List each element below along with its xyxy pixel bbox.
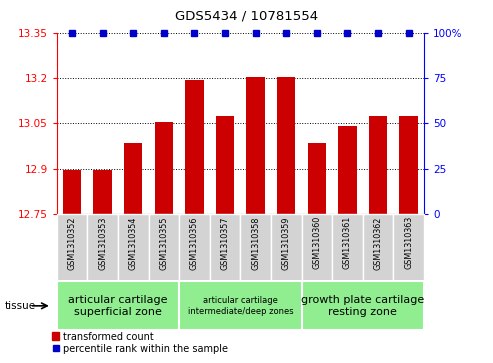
Bar bbox=[393, 214, 424, 281]
Bar bbox=[57, 214, 87, 281]
Text: GSM1310361: GSM1310361 bbox=[343, 216, 352, 269]
Bar bbox=[302, 214, 332, 281]
Bar bbox=[179, 214, 210, 281]
Text: articular cartilage
superficial zone: articular cartilage superficial zone bbox=[68, 295, 168, 317]
Bar bbox=[332, 214, 363, 281]
Text: GSM1310362: GSM1310362 bbox=[374, 216, 383, 270]
Text: GDS5434 / 10781554: GDS5434 / 10781554 bbox=[175, 9, 318, 22]
Text: GSM1310355: GSM1310355 bbox=[159, 216, 168, 270]
Bar bbox=[210, 214, 240, 281]
Bar bbox=[277, 77, 295, 214]
Text: GSM1310357: GSM1310357 bbox=[220, 216, 230, 270]
Text: GSM1310353: GSM1310353 bbox=[98, 216, 107, 270]
Bar bbox=[118, 214, 148, 281]
Legend: transformed count, percentile rank within the sample: transformed count, percentile rank withi… bbox=[52, 331, 228, 354]
Bar bbox=[57, 281, 179, 330]
Bar bbox=[179, 281, 302, 330]
Bar bbox=[185, 79, 204, 214]
Bar bbox=[155, 122, 173, 214]
Text: GSM1310352: GSM1310352 bbox=[68, 216, 76, 270]
Bar bbox=[399, 116, 418, 214]
Bar bbox=[363, 214, 393, 281]
Bar bbox=[124, 143, 142, 214]
Text: GSM1310360: GSM1310360 bbox=[313, 216, 321, 269]
Text: tissue: tissue bbox=[5, 301, 36, 311]
Bar bbox=[308, 143, 326, 214]
Bar bbox=[216, 116, 234, 214]
Text: GSM1310359: GSM1310359 bbox=[282, 216, 291, 270]
Bar bbox=[246, 77, 265, 214]
Bar bbox=[87, 214, 118, 281]
Bar bbox=[338, 126, 356, 214]
Text: GSM1310363: GSM1310363 bbox=[404, 216, 413, 269]
Text: GSM1310356: GSM1310356 bbox=[190, 216, 199, 270]
Bar bbox=[94, 170, 112, 214]
Text: GSM1310354: GSM1310354 bbox=[129, 216, 138, 270]
Text: articular cartilage
intermediate/deep zones: articular cartilage intermediate/deep zo… bbox=[187, 296, 293, 315]
Bar bbox=[302, 281, 424, 330]
Bar bbox=[271, 214, 302, 281]
Text: GSM1310358: GSM1310358 bbox=[251, 216, 260, 270]
Bar bbox=[148, 214, 179, 281]
Bar bbox=[63, 170, 81, 214]
Bar bbox=[241, 214, 271, 281]
Text: growth plate cartilage
resting zone: growth plate cartilage resting zone bbox=[301, 295, 424, 317]
Bar bbox=[369, 116, 387, 214]
